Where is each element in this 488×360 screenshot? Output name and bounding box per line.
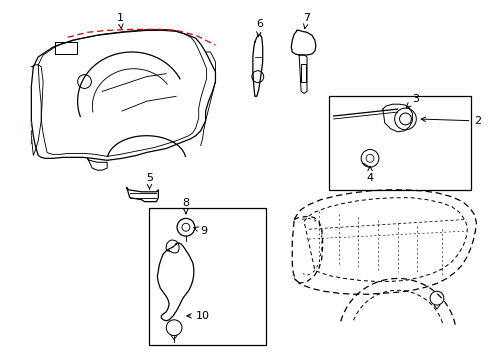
Bar	[55, 42, 77, 54]
Text: 4: 4	[366, 166, 373, 183]
Text: 5: 5	[146, 173, 153, 189]
Bar	[149, 208, 265, 345]
Text: 8: 8	[182, 198, 189, 213]
Bar	[301, 64, 305, 82]
Text: 6: 6	[256, 19, 263, 36]
Text: 10: 10	[186, 311, 209, 321]
Text: 1: 1	[116, 13, 123, 28]
Text: 7: 7	[303, 13, 310, 28]
Text: 9: 9	[193, 226, 207, 236]
Bar	[328, 96, 470, 190]
Text: 3: 3	[406, 94, 418, 107]
Text: 2: 2	[420, 116, 481, 126]
